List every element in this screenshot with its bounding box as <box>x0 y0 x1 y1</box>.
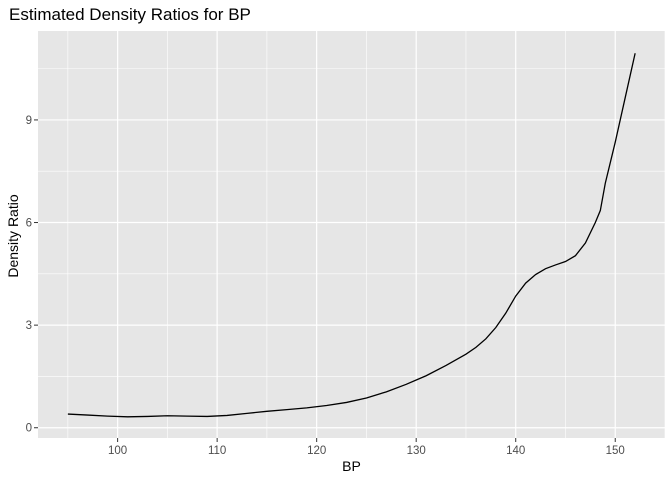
major-grid <box>38 31 665 438</box>
y-tick-label: 9 <box>26 115 32 127</box>
x-axis: 100 110 120 130 140 150 <box>108 438 625 457</box>
minor-grid <box>38 31 666 438</box>
y-tick-label: 0 <box>26 423 32 435</box>
x-tick-label: 140 <box>506 445 525 457</box>
x-tick-label: 100 <box>108 445 127 457</box>
plot-panel <box>38 31 665 438</box>
y-tick-label: 3 <box>26 320 32 332</box>
y-axis: 0 3 6 9 <box>26 115 38 435</box>
y-tick-label: 6 <box>26 218 32 230</box>
y-axis-title: Density Ratio <box>5 194 21 277</box>
x-tick-label: 120 <box>307 445 326 457</box>
x-tick-label: 110 <box>208 445 226 457</box>
x-tick-label: 150 <box>606 445 625 457</box>
density-ratio-line <box>67 53 636 418</box>
x-axis-title: BP <box>342 458 361 474</box>
x-tick-label: 130 <box>407 445 426 457</box>
chart-title: Estimated Density Ratios for BP <box>9 5 251 24</box>
